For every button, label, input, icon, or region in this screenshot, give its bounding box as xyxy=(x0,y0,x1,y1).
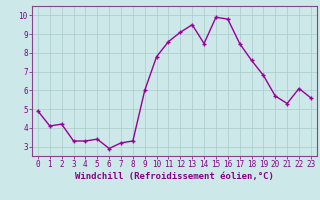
X-axis label: Windchill (Refroidissement éolien,°C): Windchill (Refroidissement éolien,°C) xyxy=(75,172,274,181)
